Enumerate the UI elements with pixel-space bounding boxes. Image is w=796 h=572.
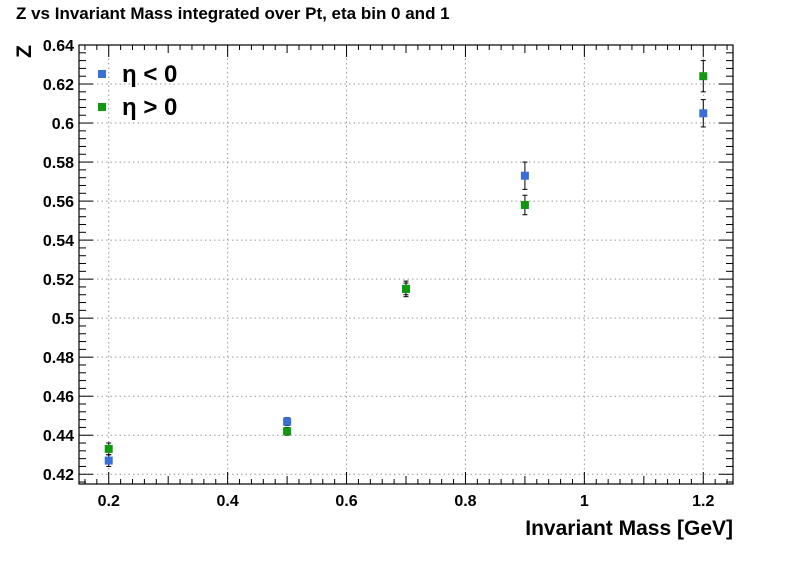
data-point bbox=[520, 200, 529, 209]
legend-label: η < 0 bbox=[122, 61, 177, 88]
data-point bbox=[402, 284, 410, 293]
legend-marker bbox=[98, 103, 106, 111]
y-tick-label: 0.64 bbox=[43, 38, 74, 55]
data-point bbox=[699, 72, 708, 81]
x-axis-title: Invariant Mass [GeV] bbox=[525, 517, 733, 540]
x-tick-label: 1 bbox=[580, 493, 589, 510]
y-tick-label: 0.44 bbox=[43, 428, 74, 445]
y-axis-title: Z bbox=[13, 45, 36, 58]
y-tick-label: 0.54 bbox=[43, 233, 74, 250]
y-tick-label: 0.56 bbox=[43, 194, 74, 211]
x-tick-label: 0.4 bbox=[217, 493, 239, 510]
y-tick-label: 0.58 bbox=[43, 155, 74, 172]
legend-label: η > 0 bbox=[122, 94, 177, 121]
data-point bbox=[283, 427, 292, 436]
data-point bbox=[104, 456, 113, 465]
legend-marker bbox=[98, 70, 106, 78]
y-tick-label: 0.62 bbox=[43, 77, 74, 94]
data-point bbox=[104, 444, 113, 453]
x-tick-label: 1.2 bbox=[692, 493, 714, 510]
data-point bbox=[283, 417, 292, 426]
x-tick-label: 0.2 bbox=[98, 493, 120, 510]
y-tick-label: 0.48 bbox=[43, 350, 74, 367]
y-tick-label: 0.5 bbox=[52, 311, 74, 328]
data-point bbox=[699, 109, 708, 118]
y-tick-label: 0.6 bbox=[52, 116, 74, 133]
chart-title: Z vs Invariant Mass integrated over Pt, … bbox=[16, 4, 450, 23]
ticks-layer: 0.2 0.4 0.6 0.8 1 1.2 0.42 0.44 0.46 0.48 0.5 0.52 0… bbox=[43, 38, 733, 510]
legend: η < 0 η > 0 bbox=[98, 61, 177, 121]
y-tick-label: 0.52 bbox=[43, 272, 74, 289]
series-eta-positive bbox=[104, 60, 708, 456]
marks-layer bbox=[104, 60, 708, 467]
data-point bbox=[520, 171, 529, 180]
y-tick-label: 0.42 bbox=[43, 467, 74, 484]
y-tick-label: 0.46 bbox=[43, 389, 74, 406]
x-tick-label: 0.6 bbox=[335, 493, 357, 510]
x-tick-label: 0.8 bbox=[454, 493, 476, 510]
